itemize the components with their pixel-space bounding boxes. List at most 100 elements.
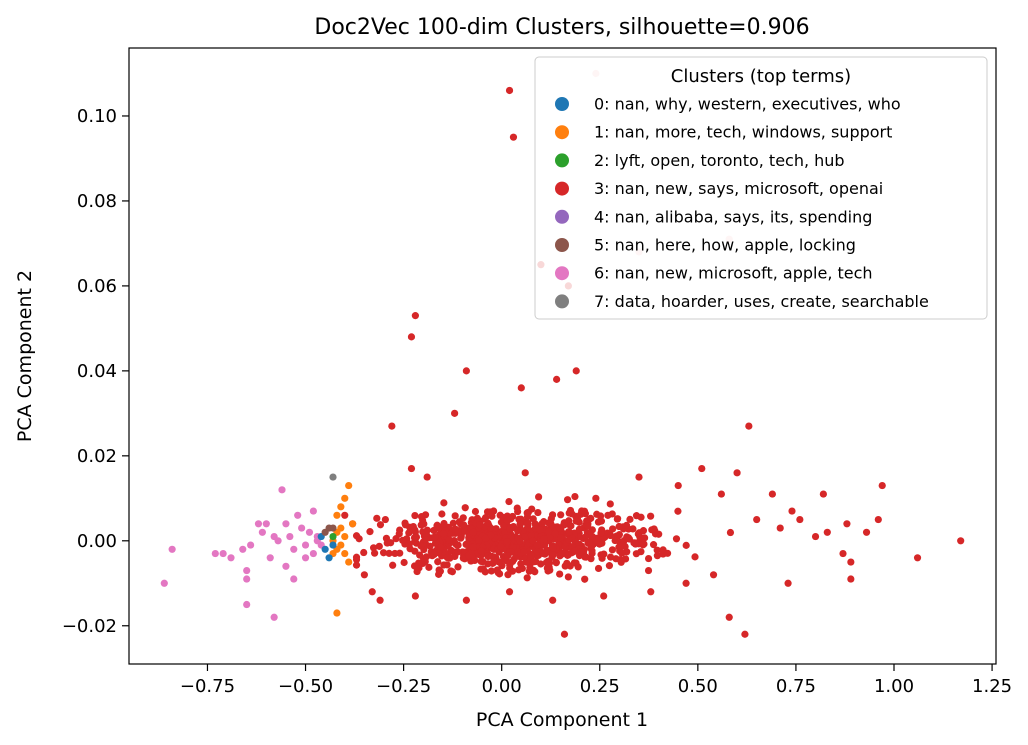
scatter-point-cluster-3	[725, 613, 733, 621]
legend-marker	[555, 153, 569, 168]
scatter-point-cluster-1	[337, 503, 345, 511]
scatter-point-cluster-6	[305, 528, 314, 536]
scatter-point-cluster-3	[517, 560, 525, 568]
scatter-point-cluster-3	[493, 566, 501, 574]
scatter-point-cluster-5	[321, 528, 329, 536]
scatter-point-cluster-6	[227, 554, 235, 562]
scatter-point-cluster-3	[461, 504, 469, 512]
scatter-point-cluster-3	[531, 568, 539, 576]
scatter-point-cluster-3	[575, 525, 583, 533]
scatter-point-cluster-6	[286, 532, 294, 541]
scatter-point-cluster-3	[613, 515, 621, 523]
scatter-point-cluster-6	[309, 549, 317, 558]
scatter-point-cluster-3	[411, 511, 419, 520]
x-tick-label: −0.75	[180, 676, 235, 697]
scatter-point-cluster-3	[549, 544, 557, 552]
scatter-point-cluster-3	[449, 519, 457, 527]
scatter-point-cluster-3	[635, 473, 643, 481]
scatter-point-cluster-3	[534, 508, 542, 517]
scatter-point-cluster-3	[605, 562, 614, 570]
scatter-point-cluster-3	[753, 515, 761, 524]
scatter-point-cluster-3	[632, 550, 640, 558]
scatter-point-cluster-3	[571, 547, 579, 555]
scatter-point-cluster-3	[594, 564, 603, 573]
scatter-point-cluster-3	[653, 552, 661, 560]
scatter-point-cluster-6	[298, 524, 306, 532]
scatter-point-cluster-3	[788, 507, 796, 515]
scatter-point-cluster-3	[709, 571, 718, 579]
scatter-point-cluster-3	[647, 588, 655, 596]
scatter-point-cluster-3	[650, 525, 658, 533]
scatter-point-cluster-3	[878, 481, 886, 490]
scatter-point-cluster-3	[454, 548, 462, 556]
scatter-point-cluster-3	[504, 552, 512, 560]
scatter-point-cluster-3	[366, 528, 374, 536]
scatter-point-cluster-3	[422, 553, 430, 561]
scatter-point-cluster-3	[957, 537, 965, 545]
scatter-point-cluster-3	[371, 549, 379, 557]
scatter-point-cluster-3	[443, 553, 451, 562]
scatter-point-cluster-3	[488, 552, 496, 560]
scatter-point-cluster-3	[557, 533, 565, 542]
scatter-point-cluster-3	[796, 515, 804, 524]
scatter-point-cluster-3	[423, 473, 431, 481]
scatter-point-cluster-3	[847, 575, 855, 583]
scatter-point-cluster-3	[551, 529, 559, 538]
scatter-point-cluster-3	[376, 596, 384, 604]
scatter-point-cluster-3	[571, 492, 579, 501]
scatter-point-cluster-3	[368, 588, 376, 596]
scatter-point-cluster-3	[482, 514, 490, 522]
scatter-point-cluster-6	[309, 507, 317, 515]
scatter-point-cluster-3	[526, 564, 534, 572]
scatter-point-cluster-3	[560, 519, 568, 527]
scatter-point-cluster-6	[243, 566, 251, 575]
scatter-point-cluster-6	[290, 575, 298, 583]
scatter-point-cluster-3	[644, 554, 653, 563]
scatter-point-cluster-3	[565, 509, 573, 517]
scatter-point-cluster-3	[741, 630, 749, 638]
scatter-point-cluster-3	[505, 497, 513, 506]
scatter-point-cluster-3	[529, 515, 537, 523]
scatter-point-cluster-3	[375, 542, 383, 550]
scatter-point-cluster-3	[556, 524, 565, 533]
scatter-point-cluster-3	[606, 531, 615, 540]
scatter-point-cluster-3	[626, 515, 634, 523]
scatter-point-cluster-3	[616, 542, 624, 550]
y-tick-label: 0.08	[77, 191, 117, 212]
scatter-point-cluster-6	[278, 486, 286, 494]
scatter-point-cluster-6	[290, 545, 298, 553]
scatter-point-cluster-3	[417, 521, 425, 529]
scatter-point-cluster-3	[556, 570, 564, 578]
scatter-point-cluster-3	[545, 559, 554, 567]
scatter-point-cluster-3	[682, 579, 690, 587]
scatter-point-cluster-3	[425, 563, 433, 571]
x-axis-label: PCA Component 1	[476, 709, 648, 731]
scatter-point-cluster-3	[644, 566, 653, 575]
scatter-point-cluster-3	[811, 532, 820, 541]
scatter-point-cluster-3	[581, 553, 589, 561]
scatter-point-cluster-6	[219, 549, 227, 558]
scatter-point-cluster-3	[438, 510, 446, 518]
scatter-point-cluster-3	[448, 568, 456, 576]
scatter-point-cluster-3	[609, 525, 617, 533]
legend-entry-label: 4: nan, alibaba, says, its, spending	[594, 207, 872, 226]
scatter-point-cluster-1	[333, 609, 341, 617]
scatter-point-cluster-3	[391, 549, 399, 558]
legend-marker	[555, 294, 569, 309]
scatter-point-cluster-3	[412, 563, 420, 571]
legend-entry-label: 2: lyft, open, toronto, tech, hub	[594, 151, 845, 170]
legend-entry-label: 6: nan, new, microsoft, apple, tech	[594, 264, 873, 283]
scatter-point-cluster-3	[416, 551, 424, 559]
y-axis-label: PCA Component 2	[14, 270, 36, 442]
scatter-point-cluster-3	[451, 512, 459, 520]
scatter-point-cluster-3	[486, 508, 494, 516]
scatter-point-cluster-3	[533, 541, 541, 549]
scatter-point-cluster-1	[341, 494, 349, 502]
scatter-point-cluster-3	[504, 571, 512, 579]
scatter-point-cluster-3	[454, 528, 462, 536]
scatter-point-cluster-3	[655, 530, 663, 538]
scatter-point-cluster-3	[582, 533, 590, 541]
scatter-point-cluster-3	[622, 521, 631, 529]
scatter-point-cluster-3	[540, 535, 548, 543]
scatter-point-cluster-6	[301, 554, 310, 562]
